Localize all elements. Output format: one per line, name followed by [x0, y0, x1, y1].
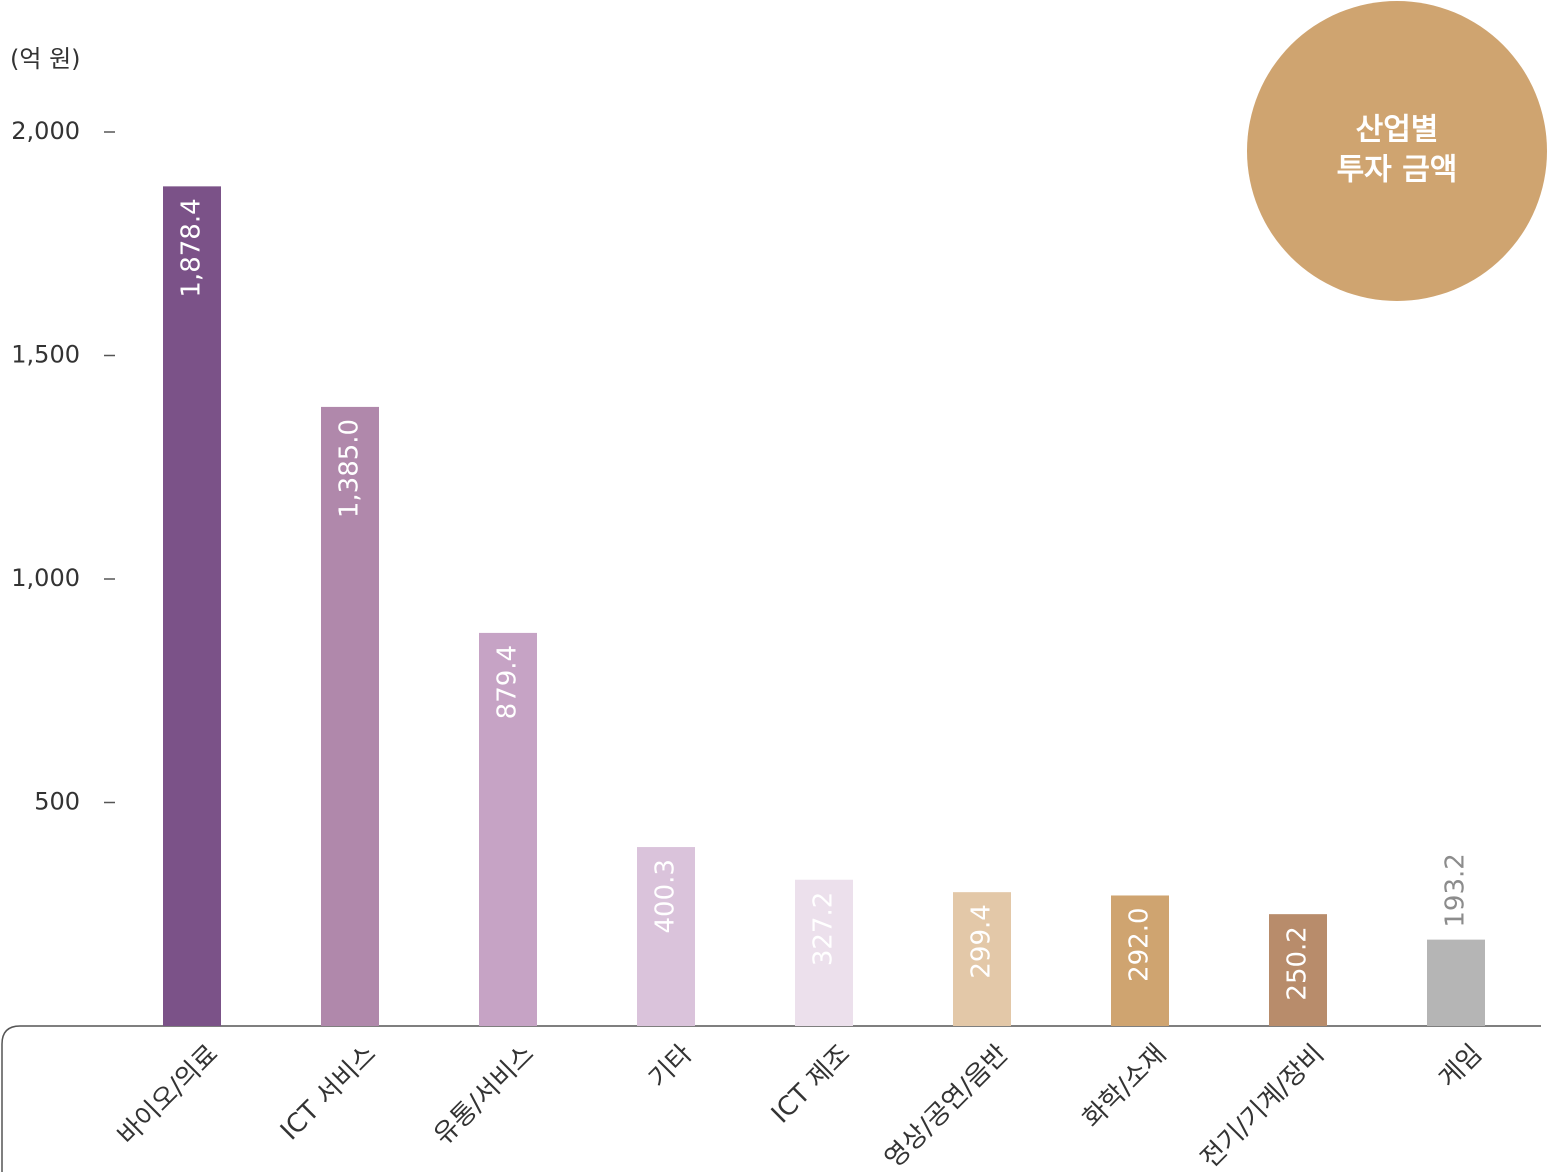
- x-tick-label: 전기/기계/장비: [1195, 1039, 1330, 1172]
- x-tick-label: 영상/공연/음반: [879, 1039, 1014, 1172]
- x-tick-label: 기타: [643, 1039, 698, 1094]
- value-label: 292.0: [1125, 907, 1155, 981]
- x-tick-label: 게임: [1433, 1039, 1488, 1094]
- bar: [953, 892, 1011, 1026]
- value-label: 1,385.0: [335, 419, 365, 518]
- x-tick-label: 바이오/의료: [112, 1039, 224, 1151]
- value-label: 879.4: [493, 645, 523, 719]
- bar: [479, 632, 537, 1026]
- title-badge: [1247, 1, 1547, 301]
- bar: [1111, 895, 1169, 1026]
- bar: [1427, 939, 1485, 1026]
- y-tick-label: 2,000: [11, 117, 80, 145]
- bar: [1269, 914, 1327, 1026]
- value-label: 400.3: [651, 859, 681, 933]
- value-label: 193.2: [1441, 853, 1471, 927]
- x-tick-label: ICT 서비스: [275, 1039, 382, 1146]
- y-tick-label: 500: [34, 788, 80, 816]
- bar: [163, 186, 221, 1026]
- value-label: 1,878.4: [177, 198, 207, 297]
- bar: [795, 879, 853, 1026]
- y-tick-label: 1,000: [11, 564, 80, 592]
- x-axis: [1, 1025, 1541, 1172]
- x-tick-label: ICT 제조: [766, 1039, 856, 1129]
- value-label: 250.2: [1283, 926, 1313, 1000]
- value-label: 327.2: [809, 892, 839, 966]
- x-tick-label: 화학/소재: [1077, 1039, 1172, 1134]
- unit-label: (억 원): [10, 45, 81, 73]
- bar: [321, 406, 379, 1026]
- chart-title: 투자 금액: [1337, 153, 1458, 188]
- x-tick-label: 유통/서비스: [428, 1039, 540, 1151]
- chart-title: 산업별: [1356, 113, 1439, 148]
- value-label: 299.4: [967, 904, 997, 978]
- bar: [637, 847, 695, 1026]
- y-tick-label: 1,500: [11, 341, 80, 369]
